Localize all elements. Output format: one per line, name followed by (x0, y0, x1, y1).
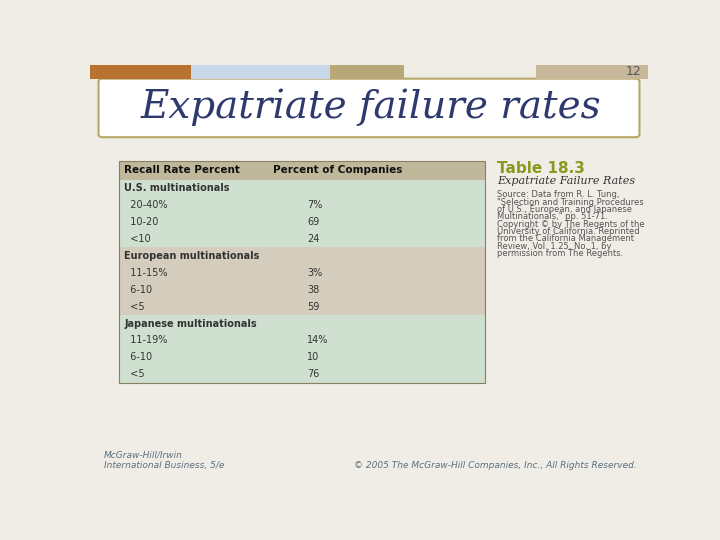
Bar (120, 213, 485, 231)
Text: of U.S., European, and Japanese: of U.S., European, and Japanese (497, 205, 632, 214)
Text: from the California Management: from the California Management (497, 234, 634, 243)
Bar (120, 179, 485, 197)
Text: "Selection and Training Procedures: "Selection and Training Procedures (497, 198, 644, 207)
Text: McGraw-Hill/Irwin
International Business, 5/e: McGraw-Hill/Irwin International Business… (104, 450, 225, 470)
Text: 20-40%: 20-40% (124, 200, 168, 210)
FancyBboxPatch shape (99, 79, 639, 137)
Bar (120, 197, 485, 213)
Text: Percent of Companies: Percent of Companies (273, 165, 402, 176)
Text: © 2005 The McGraw-Hill Companies, Inc., All Rights Reserved.: © 2005 The McGraw-Hill Companies, Inc., … (354, 461, 637, 470)
Bar (120, 349, 485, 366)
Text: 14%: 14% (307, 335, 328, 346)
Text: 12: 12 (626, 65, 642, 78)
Text: 6-10: 6-10 (124, 353, 152, 362)
Bar (120, 366, 485, 383)
Text: Recall Rate Percent: Recall Rate Percent (124, 165, 240, 176)
Bar (120, 161, 485, 383)
Bar (120, 332, 485, 349)
Text: University of California. Reprinted: University of California. Reprinted (497, 227, 639, 236)
Text: 7%: 7% (307, 200, 323, 210)
Text: Multinationals," pp. 51-71.: Multinationals," pp. 51-71. (497, 212, 608, 221)
Text: Expatriate failure rates: Expatriate failure rates (140, 89, 601, 126)
Bar (120, 264, 485, 281)
Bar (120, 247, 485, 264)
Text: permission from The Regents.: permission from The Regents. (497, 249, 623, 258)
Bar (120, 281, 485, 298)
Bar (330, 65, 404, 79)
Bar (120, 161, 485, 179)
Text: Expatriate Failure Rates: Expatriate Failure Rates (497, 177, 635, 186)
Text: 3%: 3% (307, 268, 323, 278)
Bar (191, 65, 330, 79)
Text: Source: Data from R. L. Tung,: Source: Data from R. L. Tung, (497, 190, 619, 199)
Text: Japanese multinationals: Japanese multinationals (124, 319, 257, 328)
Text: 10-20: 10-20 (124, 217, 158, 227)
Text: Copyright © by The Regents of the: Copyright © by The Regents of the (497, 220, 644, 228)
Text: 10: 10 (307, 353, 319, 362)
Text: Review, Vol. 1.25, No. 1, by: Review, Vol. 1.25, No. 1, by (497, 241, 611, 251)
Text: 24: 24 (307, 234, 320, 244)
Bar (120, 298, 485, 315)
Bar (536, 65, 648, 79)
Text: U.S. multinationals: U.S. multinationals (124, 183, 230, 193)
Bar (120, 315, 485, 332)
Text: Table 18.3: Table 18.3 (497, 161, 585, 176)
Text: 76: 76 (307, 369, 320, 379)
Text: 6-10: 6-10 (124, 285, 152, 295)
Text: 11-15%: 11-15% (124, 268, 168, 278)
Bar (90, 65, 191, 79)
Text: European multinationals: European multinationals (124, 251, 259, 261)
Text: 11-19%: 11-19% (124, 335, 168, 346)
Bar (120, 231, 485, 247)
Text: 38: 38 (307, 285, 319, 295)
Text: 59: 59 (307, 301, 320, 312)
Text: <5: <5 (124, 369, 145, 379)
Text: <10: <10 (124, 234, 150, 244)
Text: 69: 69 (307, 217, 319, 227)
Text: <5: <5 (124, 301, 145, 312)
